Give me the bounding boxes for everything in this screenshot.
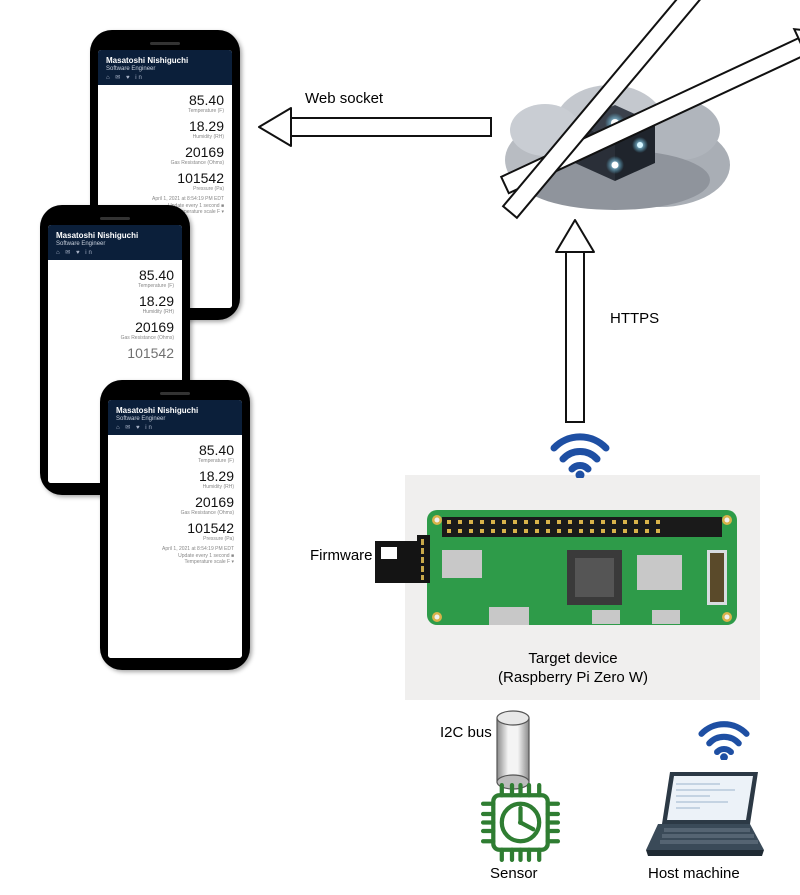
- phone-screen: Masatoshi Nishiguchi Software Engineer ⌂…: [108, 400, 242, 658]
- label-i2c-bus: I2C bus: [440, 724, 492, 741]
- metric-value: 101542: [116, 520, 234, 536]
- app-title: Masatoshi Nishiguchi: [56, 231, 174, 240]
- metric-caption: Humidity (RH): [56, 309, 174, 315]
- sensor-icon: [478, 780, 563, 870]
- metric-caption: Humidity (RH): [106, 134, 224, 140]
- phone-header: Masatoshi Nishiguchi Software Engineer ⌂…: [98, 50, 232, 85]
- metric-value: 18.29: [116, 468, 234, 484]
- arrow-https: [556, 220, 594, 422]
- metric-value: 20169: [116, 494, 234, 510]
- phone-header: Masatoshi Nishiguchi Software Engineer ⌂…: [108, 400, 242, 435]
- wifi-icon: [698, 718, 750, 765]
- label-https: HTTPS: [610, 310, 659, 327]
- app-subtitle: Software Engineer: [56, 241, 174, 247]
- arrow-web-socket: [259, 108, 491, 146]
- cloud-icon: [490, 50, 740, 220]
- metric-caption: Temperature (F): [106, 108, 224, 114]
- metric-value: 85.40: [106, 92, 224, 108]
- app-subtitle: Software Engineer: [116, 416, 234, 422]
- phone-speaker: [160, 392, 190, 395]
- metric-value: 18.29: [106, 118, 224, 134]
- metric-value: 18.29: [56, 293, 174, 309]
- metric-value: 101542: [56, 345, 174, 361]
- phone-3: Masatoshi Nishiguchi Software Engineer ⌂…: [100, 380, 250, 670]
- label-sensor: Sensor: [490, 865, 538, 882]
- footer-line: Temperature scale F ▾: [116, 559, 234, 566]
- phone-speaker: [150, 42, 180, 45]
- app-title: Masatoshi Nishiguchi: [106, 56, 224, 65]
- metric-caption: Temperature (F): [116, 458, 234, 464]
- metric-value: 85.40: [116, 442, 234, 458]
- metric-caption: Pressure (Pa): [116, 536, 234, 542]
- label-target-line2: (Raspberry Pi Zero W): [498, 669, 648, 686]
- metric-caption: Gas Resistance (Ohms): [116, 510, 234, 516]
- metric-value: 20169: [56, 319, 174, 335]
- label-target-device: Target device (Raspberry Pi Zero W): [498, 650, 648, 688]
- phone-speaker: [100, 217, 130, 220]
- raspberry-pi-icon: [427, 505, 737, 635]
- phone-header: Masatoshi Nishiguchi Software Engineer ⌂…: [48, 225, 182, 260]
- label-host-machine: Host machine: [648, 865, 740, 882]
- metric-caption: Humidity (RH): [116, 484, 234, 490]
- metric-caption: Gas Resistance (Ohms): [106, 160, 224, 166]
- app-subtitle: Software Engineer: [106, 66, 224, 72]
- metric-caption: Pressure (Pa): [106, 186, 224, 192]
- sd-card-icon: [375, 535, 430, 588]
- metric-value: 101542: [106, 170, 224, 186]
- laptop-icon: [640, 770, 770, 865]
- label-firmware: Firmware: [310, 547, 373, 564]
- app-title: Masatoshi Nishiguchi: [116, 406, 234, 415]
- header-icons: ⌂ ✉ ♥ in: [106, 74, 224, 81]
- wifi-icon: [550, 430, 610, 483]
- header-icons: ⌂ ✉ ♥ in: [116, 424, 234, 431]
- label-target-line1: Target device: [528, 650, 617, 667]
- metric-value: 20169: [106, 144, 224, 160]
- label-web-socket: Web socket: [305, 90, 383, 107]
- metric-value: 85.40: [56, 267, 174, 283]
- metric-caption: Temperature (F): [56, 283, 174, 289]
- metric-caption: Gas Resistance (Ohms): [56, 335, 174, 341]
- header-icons: ⌂ ✉ ♥ in: [56, 249, 174, 256]
- phone-content: 85.40Temperature (F) 18.29Humidity (RH) …: [108, 435, 242, 658]
